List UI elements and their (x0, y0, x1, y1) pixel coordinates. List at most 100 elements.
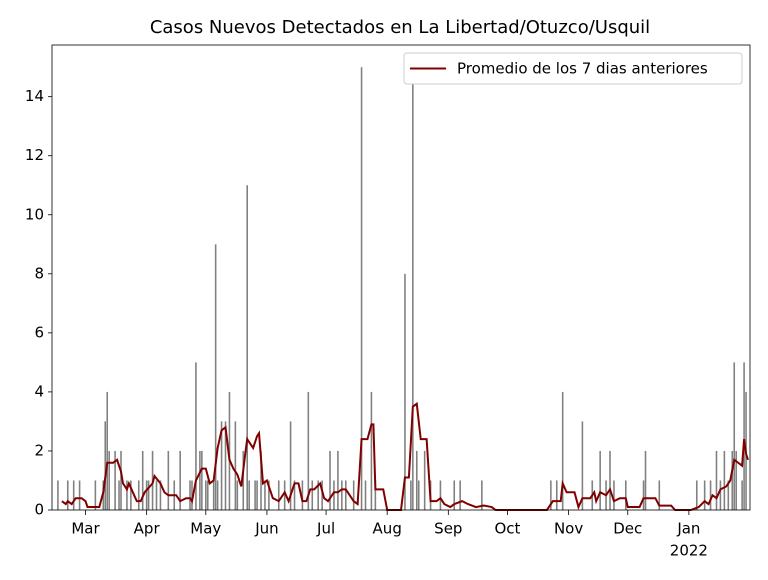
bar (410, 480, 412, 510)
bar (459, 480, 461, 510)
bar (137, 480, 140, 510)
bar (283, 480, 286, 510)
bar (658, 480, 661, 510)
bar (550, 480, 552, 510)
bar (644, 450, 647, 510)
bar (224, 421, 227, 510)
bar (695, 480, 698, 510)
bar (268, 480, 270, 510)
x-tick-label: May (190, 520, 221, 538)
bar (439, 480, 442, 510)
bar (260, 450, 262, 510)
y-tick-label: 6 (34, 323, 44, 341)
bar (415, 450, 418, 510)
bar (206, 480, 209, 510)
bar (195, 362, 197, 510)
bar (352, 480, 355, 510)
bar (581, 421, 584, 510)
bar (94, 480, 97, 510)
bar (599, 450, 601, 510)
axes-frame (51, 44, 751, 511)
bar (57, 480, 59, 510)
bar (301, 480, 304, 510)
bar (374, 480, 377, 510)
bar (719, 480, 722, 510)
bar (723, 450, 726, 510)
bar (311, 480, 314, 510)
bar (114, 450, 116, 510)
bar (364, 480, 367, 510)
bar (108, 450, 110, 510)
bar (333, 480, 335, 510)
bar (189, 480, 191, 510)
x-tick-label: Jul (316, 520, 335, 538)
bar (242, 450, 245, 510)
bar (167, 450, 170, 510)
bar (155, 480, 158, 510)
bar (307, 391, 310, 510)
legend-label: Promedio de los 7 dias anteriores (457, 60, 708, 78)
y-tick-label: 12 (25, 146, 44, 164)
bar (337, 450, 339, 510)
bar (179, 450, 181, 510)
bar (735, 450, 737, 510)
y-tick-label: 10 (25, 205, 44, 223)
bar (199, 450, 201, 510)
bar (423, 450, 426, 510)
bar (191, 480, 193, 510)
x-tick-label: Nov (554, 520, 583, 538)
bar (236, 480, 239, 510)
bar (715, 450, 718, 510)
bar (254, 480, 256, 510)
x-tick-label: Dec (613, 520, 642, 538)
plot-area (57, 67, 749, 511)
bar (147, 480, 150, 510)
bar (481, 480, 483, 510)
bar (228, 391, 231, 510)
x-tick-label: Jun (254, 520, 278, 538)
x-tick-label: Apr (134, 520, 161, 538)
bar (220, 421, 223, 510)
bar (130, 480, 132, 510)
bar (613, 480, 615, 510)
bar (317, 480, 319, 510)
bar (214, 244, 217, 511)
bar (293, 480, 296, 510)
bar (453, 480, 456, 510)
bar (120, 450, 122, 510)
bar (145, 480, 148, 510)
bar (264, 480, 266, 510)
bar (624, 480, 627, 510)
x-tick-label: Aug (373, 520, 402, 538)
bar (256, 480, 258, 510)
y-tick-label: 4 (34, 382, 44, 400)
bar (277, 480, 280, 510)
bar (404, 273, 406, 510)
bar (159, 480, 162, 510)
bar (72, 480, 75, 510)
bar (341, 480, 343, 510)
bar (141, 450, 144, 510)
bar (642, 480, 645, 510)
bar (234, 421, 237, 510)
bar (104, 421, 107, 510)
bar (703, 480, 706, 510)
bar (216, 480, 219, 510)
bar (731, 450, 734, 510)
y-tick-label: 8 (34, 264, 44, 282)
bar (370, 391, 373, 510)
bar (741, 480, 743, 510)
bar (727, 480, 730, 510)
bar (709, 480, 712, 510)
x-tick-label: Sep (434, 520, 462, 538)
bar (329, 450, 331, 510)
x-tick-label: Oct (495, 520, 521, 538)
bar (126, 480, 128, 510)
bar (78, 480, 81, 510)
bar (106, 391, 108, 510)
chart-title: Casos Nuevos Detectados en La Libertad/O… (150, 17, 650, 38)
bar (201, 450, 203, 510)
bar (66, 480, 69, 510)
y-tick-label: 2 (34, 441, 44, 459)
